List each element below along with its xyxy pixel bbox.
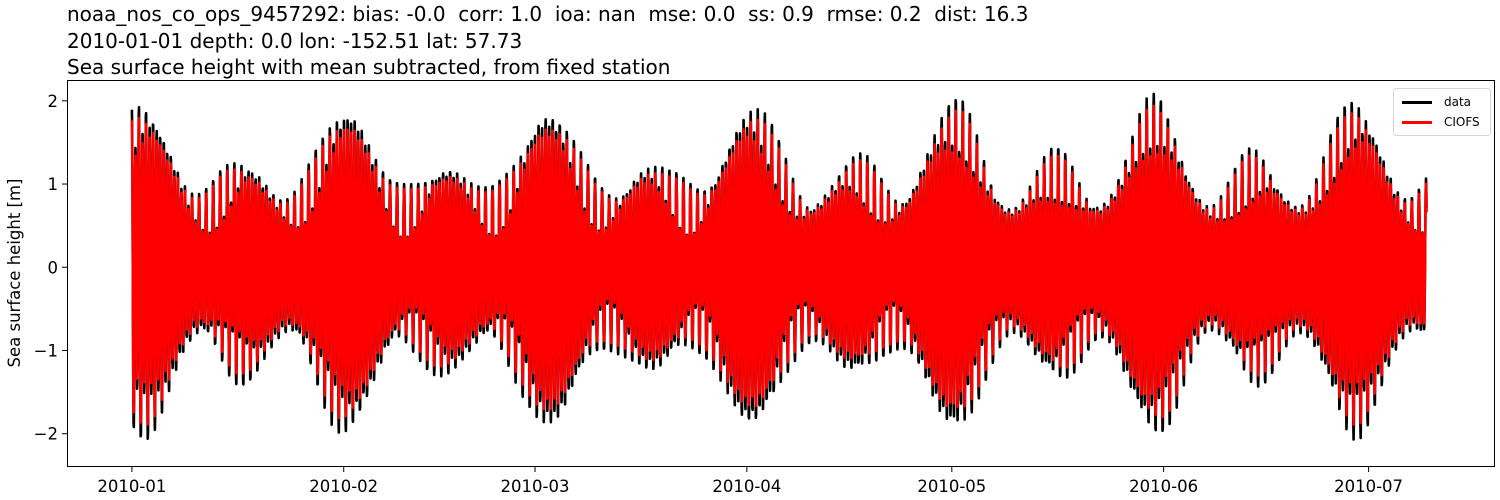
x-tick-label: 2010-01: [97, 477, 166, 496]
y-tick-label: −2: [34, 425, 58, 444]
legend-swatch-data: [1402, 100, 1432, 104]
x-tick-label: 2010-02: [309, 477, 378, 496]
x-axis: 2010-01 2010-02 2010-03 2010-04 2010-05 2010-…: [97, 467, 1403, 496]
x-tick-label: 2010-03: [501, 477, 570, 496]
y-axis-label: Sea surface height [m]: [5, 179, 24, 368]
legend-item-data: data: [1402, 94, 1471, 110]
chart-title-stats: noaa_nos_co_ops_9457292: bias: -0.0 corr…: [67, 2, 1029, 26]
y-tick-label: 2: [48, 92, 59, 111]
series-line-ciofs: [130, 104, 1428, 426]
legend-swatch-ciofs: [1402, 120, 1432, 124]
chart-title-location: 2010-01-01 depth: 0.0 lon: -152.51 lat: …: [67, 29, 523, 53]
x-tick-label: 2010-05: [917, 477, 986, 496]
y-tick-label: 1: [48, 175, 59, 194]
y-tick-label: −1: [34, 341, 58, 360]
legend-label-ciofs: CIOFS: [1444, 115, 1480, 129]
chart-title-description: Sea surface height with mean subtracted,…: [67, 55, 671, 79]
x-tick-label: 2010-04: [712, 477, 781, 496]
x-tick-label: 2010-06: [1129, 477, 1198, 496]
plot-frame: [67, 80, 1495, 467]
y-axis: 2 1 0 −1 −2: [34, 92, 67, 444]
y-tick-label: 0: [48, 258, 59, 277]
legend-item-ciofs: CIOFS: [1402, 114, 1480, 130]
x-tick-label: 2010-07: [1334, 477, 1403, 496]
legend-label-data: data: [1444, 95, 1472, 109]
legend: data CIOFS: [1393, 88, 1491, 136]
